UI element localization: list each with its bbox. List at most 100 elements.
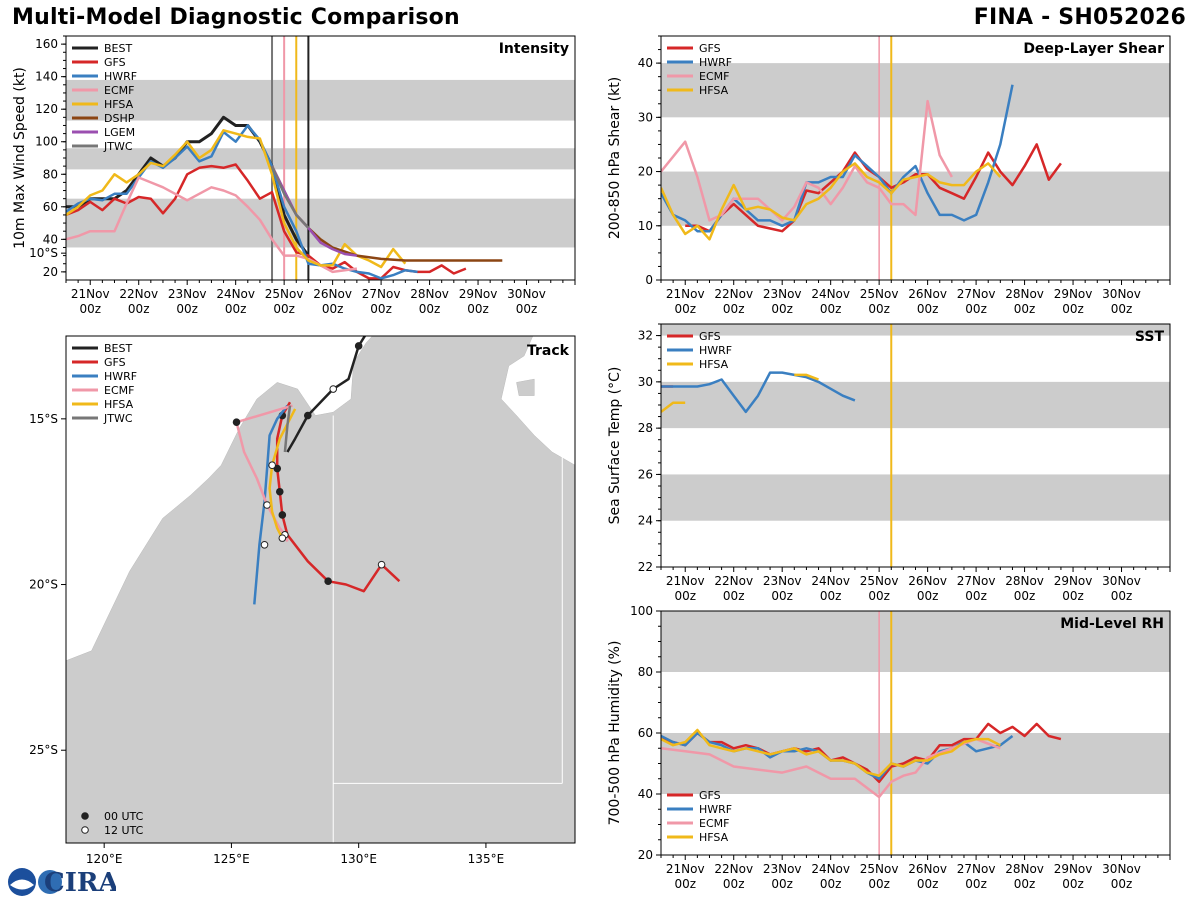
x-tick-label-day: 30Nov	[1102, 287, 1141, 301]
legend-label: HWRF	[699, 56, 732, 69]
series-line-hfsa	[661, 162, 1002, 241]
track-marker	[396, 313, 403, 320]
csu-emblem-icon	[38, 870, 62, 894]
legend-label: HFSA	[104, 398, 134, 411]
x-tick-label: 130°E	[340, 852, 377, 866]
x-tick-label-hour: 00z	[868, 302, 890, 316]
legend-label: GFS	[104, 356, 126, 369]
x-tick-label-hour: 00z	[674, 877, 696, 891]
x-tick-label-hour: 00z	[225, 302, 247, 316]
legend-label: HFSA	[699, 358, 729, 371]
x-tick-label-day: 27Nov	[362, 287, 401, 301]
x-tick-label-day: 28Nov	[1005, 862, 1044, 876]
x-tick-label-day: 22Nov	[714, 862, 753, 876]
track-marker	[232, 418, 241, 426]
panel-title: Track	[527, 343, 570, 359]
band-2	[66, 79, 575, 121]
legend-marker	[81, 812, 89, 820]
track-marker	[278, 534, 287, 542]
x-tick-label-hour: 00z	[370, 302, 392, 316]
x-tick-label-hour: 00z	[771, 302, 793, 316]
y-tick-label: 30	[638, 375, 653, 389]
x-tick-label-day: 24Nov	[811, 287, 850, 301]
y-tick-label: 0	[645, 273, 653, 287]
panel-title: Intensity	[499, 41, 569, 57]
x-tick-label-day: 21Nov	[666, 574, 705, 588]
x-tick-label-day: 22Nov	[714, 287, 753, 301]
x-tick-label-day: 29Nov	[459, 287, 498, 301]
x-tick-label-hour: 00z	[771, 877, 793, 891]
track-marker	[324, 577, 332, 586]
legend-label: ECMF	[699, 70, 729, 83]
panel-intensity: 21Nov00z22Nov00z23Nov00z24Nov00z25Nov00z…	[12, 35, 576, 316]
x-tick-label-hour: 00z	[674, 302, 696, 316]
track-marker	[260, 540, 269, 549]
x-tick-label-day: 30Nov	[507, 287, 546, 301]
series-line-hwrf	[66, 124, 418, 280]
x-tick-label-hour: 00z	[674, 589, 696, 603]
y-tick-label: 20	[638, 165, 653, 179]
y-tick-label: 80	[43, 167, 58, 181]
x-tick-label-hour: 00z	[771, 589, 793, 603]
y-tick-label: 32	[638, 329, 653, 343]
x-tick-label-hour: 00z	[1111, 877, 1133, 891]
x-tick-label-day: 21Nov	[71, 287, 110, 301]
y-tick-label: 30	[638, 110, 653, 124]
x-tick-label-hour: 00z	[917, 302, 939, 316]
y-tick-label: 100	[630, 604, 653, 618]
logo-text: CIRA	[44, 868, 116, 898]
x-tick-label-day: 26Nov	[908, 287, 947, 301]
y-axis-label: 200-850 hPa Shear (kt)	[607, 77, 623, 239]
x-tick-label-hour: 00z	[419, 302, 441, 316]
track-marker	[348, 256, 355, 263]
x-tick-label-day: 24Nov	[811, 574, 850, 588]
legend-label: 12 UTC	[104, 824, 144, 837]
x-tick-label: 120°E	[86, 852, 123, 866]
y-tick-label: 28	[638, 421, 653, 435]
x-tick-label-day: 28Nov	[1005, 287, 1044, 301]
series-line-hfsa	[661, 728, 1001, 777]
y-tick-label: 40	[638, 787, 653, 801]
y-tick-label: 20°S	[29, 578, 58, 592]
x-tick-label-day: 21Nov	[666, 287, 705, 301]
legend-label: ECMF	[699, 817, 729, 830]
track-marker	[278, 511, 287, 519]
x-tick-label-day: 29Nov	[1054, 287, 1093, 301]
plot-area	[661, 36, 1170, 280]
x-tick-label-hour: 00z	[467, 302, 489, 316]
y-tick-label: 60	[43, 200, 58, 214]
track-marker	[377, 560, 386, 569]
x-tick-label-hour: 00z	[723, 589, 745, 603]
x-tick-label-day: 27Nov	[957, 574, 996, 588]
legend-label: HWRF	[104, 70, 137, 83]
track-marker	[263, 501, 271, 509]
x-tick-label-day: 26Nov	[908, 574, 947, 588]
legend-label: HWRF	[699, 803, 732, 816]
series-line-hfsa	[66, 129, 407, 269]
x-tick-label-hour: 00z	[965, 589, 987, 603]
legend-label: JTWC	[103, 412, 133, 425]
y-tick-label: 60	[638, 726, 653, 740]
legend-label: LGEM	[104, 126, 135, 139]
y-tick-label: 20	[638, 848, 653, 862]
legend-label: HFSA	[104, 98, 134, 111]
legend-label: HFSA	[699, 831, 729, 844]
x-tick-label-hour: 00z	[965, 302, 987, 316]
y-tick-label: 20	[43, 265, 58, 279]
y-axis-label: Sea Surface Temp (°C)	[607, 367, 623, 525]
y-tick-label: 100	[35, 135, 58, 149]
land-groote-eylandt	[516, 378, 535, 396]
x-tick-label-hour: 00z	[516, 302, 538, 316]
track-line-jtwc	[283, 405, 292, 453]
series-line-hwrf	[661, 371, 856, 414]
x-tick-label-day: 27Nov	[957, 862, 996, 876]
x-tick-label-day: 30Nov	[1102, 862, 1141, 876]
panel-frame	[660, 323, 1171, 568]
track-marker	[303, 411, 312, 420]
series-line-lgem	[270, 165, 358, 257]
y-tick-label: 25°S	[29, 743, 58, 757]
x-tick-label-day: 28Nov	[410, 287, 449, 301]
panel-rh: 21Nov00z22Nov00z23Nov00z24Nov00z25Nov00z…	[607, 604, 1171, 891]
panel-frame	[65, 335, 576, 844]
